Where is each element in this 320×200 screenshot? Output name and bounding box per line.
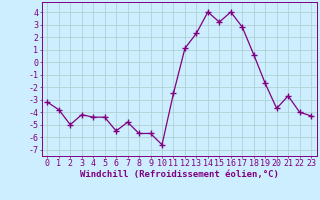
X-axis label: Windchill (Refroidissement éolien,°C): Windchill (Refroidissement éolien,°C)	[80, 170, 279, 179]
